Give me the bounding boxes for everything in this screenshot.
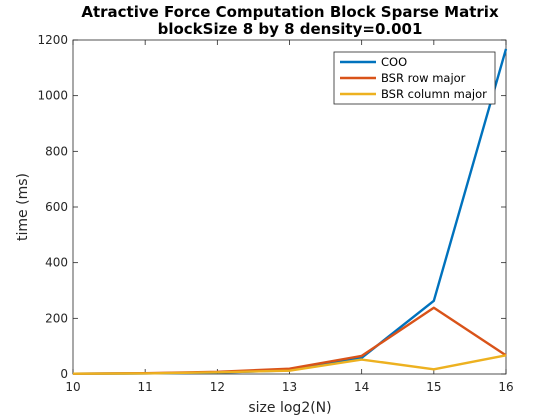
chart-title-line-2: blockSize 8 by 8 density=0.001 bbox=[158, 20, 423, 38]
x-axis-label: size log2(N) bbox=[248, 400, 331, 416]
y-tick-label: 0 bbox=[60, 367, 68, 381]
y-tick-label: 1000 bbox=[37, 89, 68, 103]
x-tick-label: 14 bbox=[354, 380, 369, 394]
x-tick-label: 13 bbox=[282, 380, 297, 394]
series-lines bbox=[72, 48, 508, 375]
legend-entry-label: BSR row major bbox=[381, 71, 466, 85]
y-tick-label: 600 bbox=[45, 200, 68, 214]
x-tick-label: 16 bbox=[498, 380, 513, 394]
x-axis-ticks: 10 11 12 13 14 15 16 bbox=[65, 40, 514, 394]
y-tick-label: 200 bbox=[45, 311, 68, 325]
legend-entry-label: BSR column major bbox=[381, 87, 487, 101]
x-tick-label: 10 bbox=[65, 380, 80, 394]
y-axis-label: time (ms) bbox=[15, 173, 31, 241]
x-tick-label: 11 bbox=[138, 380, 153, 394]
chart-title: Atractive Force Computation Block Sparse… bbox=[81, 3, 499, 38]
series-line-bsr-column-major bbox=[72, 354, 507, 375]
y-tick-label: 400 bbox=[45, 256, 68, 270]
x-tick-label: 12 bbox=[210, 380, 225, 394]
y-tick-label: 1200 bbox=[37, 33, 68, 47]
x-tick-label: 15 bbox=[426, 380, 441, 394]
chart-title-line-1: Atractive Force Computation Block Sparse… bbox=[81, 3, 499, 21]
legend-entry-label: COO bbox=[381, 55, 407, 69]
y-axis-ticks: 0 200 400 600 800 1000 1200 bbox=[37, 33, 506, 381]
y-tick-label: 800 bbox=[45, 144, 68, 158]
legend: COO BSR row major BSR column major bbox=[333, 51, 496, 105]
